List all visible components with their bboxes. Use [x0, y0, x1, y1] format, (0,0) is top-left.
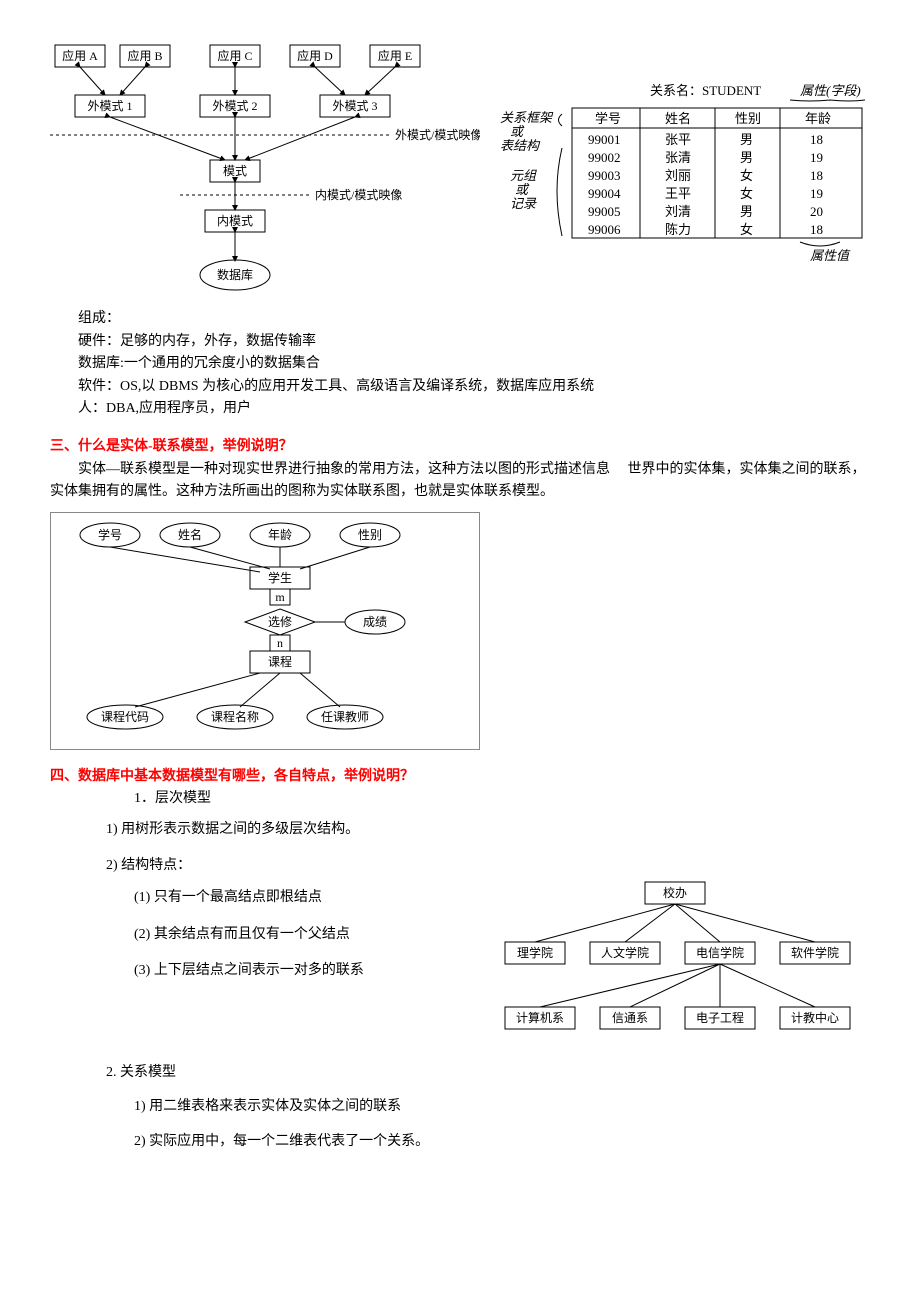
th0: 学号 [595, 111, 621, 126]
svg-text:99001: 99001 [588, 132, 621, 147]
svg-text:人文学院: 人文学院 [601, 945, 649, 960]
tree-diagram: 校办 理学院 人文学院 电信学院 软件学院 计算机系 信通系 电子工程 计教中心 [490, 877, 870, 1045]
svg-text:选修: 选修 [268, 614, 292, 629]
svg-text:学号: 学号 [98, 527, 122, 542]
svg-text:学生: 学生 [268, 570, 292, 585]
svg-text:19: 19 [810, 150, 823, 165]
svg-text:18: 18 [810, 132, 823, 147]
svg-text:男: 男 [740, 132, 753, 147]
m1-1: 1) 用树形表示数据之间的多级层次结构。 [50, 819, 870, 841]
svg-text:计算机系: 计算机系 [516, 1010, 564, 1025]
schema-diagram: 应用 A 应用 B 应用 C 应用 D 应用 E 外模式 1 外模式 2 外模式… [50, 40, 480, 308]
svg-text:成绩: 成绩 [363, 615, 387, 629]
svg-text:电信学院: 电信学院 [696, 945, 744, 960]
m1-2-2: (2) 其余结点有而且仅有一个父结点 [50, 924, 470, 946]
ext2: 外模式 2 [212, 99, 257, 113]
svg-text:m: m [275, 590, 285, 604]
svg-text:99006: 99006 [588, 222, 621, 237]
svg-text:男: 男 [740, 150, 753, 165]
attrval-label: 属性值 [810, 248, 851, 263]
svg-text:课程代码: 课程代码 [101, 709, 149, 724]
svg-text:n: n [277, 636, 283, 650]
app-e: 应用 E [378, 48, 412, 63]
app-c: 应用 C [217, 48, 252, 63]
m1-2-3: (3) 上下层结点之间表示一对多的联系 [50, 960, 470, 982]
m1-2: 2) 结构特点： [50, 855, 870, 877]
svg-text:刘丽: 刘丽 [665, 168, 691, 183]
svg-text:陈力: 陈力 [665, 222, 691, 237]
svg-text:18: 18 [810, 222, 823, 237]
svg-text:计教中心: 计教中心 [791, 1010, 839, 1025]
svg-text:男: 男 [740, 204, 753, 219]
sec4-row: (1) 只有一个最高结点即根结点 (2) 其余结点有而且仅有一个父结点 (3) … [50, 877, 870, 1045]
comp-l3: 人：DBA,应用程序员，用户 [50, 398, 870, 420]
svg-text:电子工程: 电子工程 [696, 1010, 744, 1025]
app-a: 应用 A [62, 48, 98, 63]
svg-text:校办: 校办 [663, 885, 687, 900]
svg-text:姓名: 姓名 [178, 527, 202, 542]
m2-2: 2) 实际应用中，每一个二维表代表了一个关系。 [50, 1131, 870, 1153]
svg-text:20: 20 [810, 204, 823, 219]
er-diagram: 学号 姓名 年龄 性别 学生 m 选修 成绩 n 课程 课程代码 课程名称 任课… [50, 512, 480, 750]
relname: 关系名：STUDENT [650, 83, 761, 98]
svg-text:99004: 99004 [588, 186, 621, 201]
tuple-l3: 记录 [510, 196, 537, 211]
m2-1: 1) 用二维表格来表示实体及实体之间的联系 [50, 1096, 870, 1118]
top-figures-row: 应用 A 应用 B 应用 C 应用 D 应用 E 外模式 1 外模式 2 外模式… [50, 40, 870, 308]
comp-title: 组成： [50, 308, 870, 330]
th3: 年龄 [805, 111, 831, 126]
svg-text:99005: 99005 [588, 204, 621, 219]
ext3: 外模式 3 [332, 99, 377, 113]
comp-l2: 软件：OS,以 DBMS 为核心的应用开发工具、高级语言及编译系统，数据库应用系… [50, 376, 870, 398]
ext1: 外模式 1 [87, 99, 132, 113]
m2-title: 2. 关系模型 [50, 1062, 870, 1084]
attrheader: 属性(字段) [800, 83, 861, 98]
sec4-title: 四、数据库中基本数据模型有哪些，各自特点，举例说明？ [50, 766, 870, 788]
svg-text:19: 19 [810, 186, 823, 201]
svg-text:张平: 张平 [665, 132, 691, 147]
map2-label: 内模式/模式映像 [315, 188, 402, 202]
frame-l2: 或 [510, 124, 525, 139]
svg-text:课程: 课程 [268, 654, 292, 669]
svg-text:99002: 99002 [588, 150, 621, 165]
svg-text:张清: 张清 [665, 150, 691, 165]
svg-text:女: 女 [740, 168, 753, 183]
app-d: 应用 D [297, 48, 333, 63]
comp-l0: 硬件：足够的内存，外存，数据传输率 [50, 331, 870, 353]
student-table-figure: 关系名：STUDENT 属性(字段) 关系框架 或 表结构 元组 或 记录 学号… [500, 80, 870, 288]
app-b: 应用 B [127, 48, 162, 63]
svg-text:99003: 99003 [588, 168, 621, 183]
svg-text:课程名称: 课程名称 [211, 709, 259, 724]
svg-text:18: 18 [810, 168, 823, 183]
sec3-body: 实体—联系模型是一种对现实世界进行抽象的常用方法，这种方法以图的形式描述信息 世… [50, 459, 870, 504]
schema-box: 模式 [223, 164, 247, 178]
svg-text:信通系: 信通系 [612, 1011, 648, 1025]
svg-text:性别: 性别 [358, 528, 382, 542]
svg-text:刘清: 刘清 [665, 204, 691, 219]
db-box: 数据库 [217, 267, 253, 282]
th2: 性别 [735, 111, 761, 126]
tuple-l1: 元组 [510, 168, 537, 183]
th1: 姓名 [665, 111, 691, 126]
svg-text:女: 女 [740, 222, 753, 237]
svg-text:软件学院: 软件学院 [791, 945, 839, 960]
composition-block: 组成： 硬件：足够的内存，外存，数据传输率 数据库:一个通用的冗余度小的数据集合… [50, 308, 870, 420]
comp-l1: 数据库:一个通用的冗余度小的数据集合 [50, 353, 870, 375]
sec3-title: 三、什么是实体-联系模型，举例说明？ [50, 436, 870, 458]
tuple-l2: 或 [515, 182, 530, 197]
svg-text:理学院: 理学院 [517, 945, 553, 960]
map1-label: 外模式/模式映像 [395, 128, 480, 142]
svg-text:年龄: 年龄 [268, 528, 292, 542]
m1-title: 1．层次模型 [50, 788, 870, 810]
svg-text:女: 女 [740, 186, 753, 201]
svg-text:王平: 王平 [665, 186, 691, 201]
m1-2-1: (1) 只有一个最高结点即根结点 [50, 887, 470, 909]
svg-text:任课教师: 任课教师 [321, 709, 369, 724]
frame-l1: 关系框架 [500, 110, 554, 125]
frame-l3: 表结构 [500, 138, 541, 153]
inner-box: 内模式 [217, 214, 253, 228]
